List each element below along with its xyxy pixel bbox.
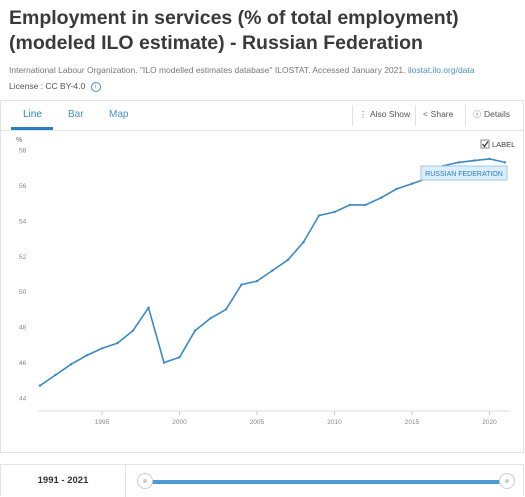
data-point [131, 329, 135, 332]
x-tick-label: 2000 [172, 419, 187, 426]
y-tick-label: 50 [19, 289, 27, 296]
data-point [100, 347, 104, 350]
data-point [410, 182, 414, 185]
data-point [240, 283, 243, 286]
range-footer: 1991 - 2021 [0, 464, 524, 497]
data-point [116, 341, 119, 345]
data-point [271, 269, 274, 272]
source-link[interactable]: ilostat.ilo.org/data [407, 65, 475, 75]
y-axis: 44 46 48 50 52 54 56 58 [19, 148, 27, 403]
more-vertical-icon: ⋮ [359, 110, 367, 119]
data-point [395, 187, 398, 191]
data-point [224, 308, 228, 311]
data-point [503, 161, 507, 164]
y-tick-label: 46 [19, 360, 27, 367]
label-checkbox[interactable] [480, 139, 490, 149]
share-button[interactable]: < Share [423, 109, 453, 119]
page-title: Employment in services (% of total emplo… [9, 7, 459, 54]
data-point [488, 157, 491, 161]
data-point [379, 196, 383, 200]
y-tick-label: 56 [19, 183, 27, 190]
also-show-label: Also Show [370, 109, 411, 119]
data-point [54, 373, 57, 377]
toolbar-divider [415, 105, 416, 126]
license: License : CC BY-4.0 i [9, 81, 101, 92]
data-point [472, 159, 476, 162]
license-value: CC BY-4.0 [45, 81, 86, 91]
y-tick-label: 58 [19, 148, 27, 155]
data-point [147, 306, 150, 309]
x-tick-label: 2010 [327, 419, 342, 426]
active-tab-indicator [11, 127, 53, 130]
checkmark-icon [482, 141, 489, 148]
data-point [364, 203, 367, 207]
source-text: International Labour Organization. "ILO … [9, 65, 406, 75]
data-point [38, 384, 42, 387]
range-slider-start-handle[interactable] [137, 473, 153, 489]
share-label: Share [430, 109, 454, 119]
series-layer [38, 157, 507, 387]
range-label: 1991 - 2021 [1, 465, 126, 497]
view-tabs: Line Bar Map ⋮ Also Show < Share ⓘ Details [1, 101, 523, 131]
toolbar-divider [352, 105, 353, 126]
series-tag-box [420, 165, 508, 181]
info-circle-icon: ⓘ [473, 110, 481, 119]
data-point [209, 317, 212, 320]
data-point [286, 258, 290, 262]
tab-bar[interactable]: Bar [68, 109, 84, 120]
license-label: License : [9, 81, 44, 91]
x-tick-label: 1995 [95, 419, 110, 426]
label-toggle[interactable]: LABEL [480, 139, 515, 149]
x-tick-label: 2015 [405, 419, 420, 426]
y-tick-label: 54 [19, 218, 27, 225]
label-toggle-text: LABEL [492, 140, 515, 149]
tab-line[interactable]: Line [23, 109, 42, 120]
data-point [317, 214, 321, 217]
toolbar-divider [465, 105, 466, 126]
y-axis-unit: % [16, 137, 22, 144]
x-tick-label: 2005 [250, 419, 265, 426]
source-citation: International Labour Organization. "ILO … [9, 65, 474, 75]
y-tick-label: 52 [19, 254, 27, 261]
series-label-tag: RUSSIAN FEDERATION [420, 165, 508, 181]
data-point [178, 356, 181, 359]
y-tick-label: 44 [19, 396, 27, 403]
x-tick-label: 2020 [482, 419, 497, 426]
share-icon: < [423, 110, 428, 119]
data-point [255, 279, 259, 283]
data-point [69, 363, 73, 366]
details-button[interactable]: ⓘ Details [473, 109, 510, 120]
range-slider-end-handle[interactable] [499, 473, 515, 489]
x-axis: 1995 2000 2005 2010 2015 2020 [95, 411, 497, 426]
data-point [85, 354, 88, 357]
data-point [333, 210, 336, 214]
data-point [193, 329, 197, 332]
data-point [457, 161, 460, 164]
data-point [302, 240, 305, 244]
range-slider-track[interactable] [144, 480, 506, 484]
chart-card: Line Bar Map ⋮ Also Show < Share ⓘ Details [0, 100, 524, 453]
line-chart: % 44 46 48 50 52 54 56 58 1995 2000 2005 2010 2015 2… [16, 137, 515, 426]
data-point [348, 203, 352, 207]
series-line [39, 158, 506, 387]
series-tag-text: RUSSIAN FEDERATION [425, 171, 503, 178]
details-label: Details [484, 109, 510, 119]
tab-map[interactable]: Map [109, 109, 129, 120]
data-point [162, 361, 166, 364]
also-show-button[interactable]: ⋮ Also Show [359, 109, 410, 119]
info-icon[interactable]: i [90, 81, 101, 92]
y-tick-label: 48 [19, 325, 27, 332]
